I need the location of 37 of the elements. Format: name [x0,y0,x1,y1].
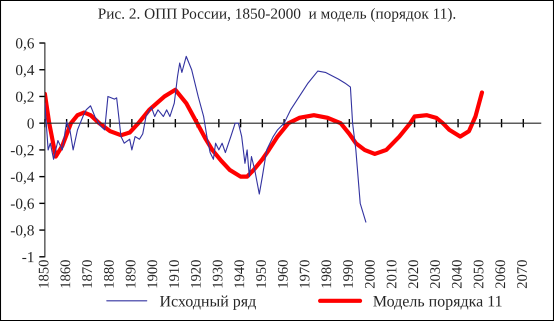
y-tick-label: 0 [27,118,34,129]
x-tick-label: 1890 [126,260,136,288]
x-tick-label: 2060 [495,260,506,288]
x-tick-label: 2040 [452,260,462,288]
x-tick-label: 1920 [190,260,201,288]
y-tick-label: -0,6 [10,198,34,212]
x-tick-label: 2010 [386,260,396,288]
legend-label: Исходный ряд [160,296,256,310]
y-tick-label: -1 [22,252,34,262]
y-tick-label: -0,4 [10,172,34,184]
x-tick-label: 2000 [364,260,375,288]
x-tick-label: 2070 [517,260,527,288]
x-tick-label: 1860 [60,260,70,288]
x-tick-label: 1970 [300,260,310,288]
x-tick-label: 1900 [147,260,158,288]
y-tick-label: 0,6 [16,38,34,51]
y-tick-label: 0,2 [16,92,34,104]
x-tick-label: 1850 [38,260,49,288]
x-tick-label: 1940 [234,260,244,288]
x-tick-label: 1960 [278,260,288,288]
x-tick-label: 1910 [169,260,180,288]
x-tick-label: 1870 [82,260,92,288]
y-tick-label: -0,2 [10,145,34,158]
x-tick-label: 2050 [474,260,484,288]
y-tick-label: 0,4 [16,64,34,78]
line-series [44,56,366,223]
legend-label: Модель порядка 11 [373,296,502,310]
x-tick-label: 2030 [430,260,440,288]
chart-title: Рис. 2. ОПП России, 1850-2000 и модель (порядок 11). [98,8,456,22]
x-tick-label: 1950 [256,260,266,288]
line-series [44,88,484,179]
y-tick-label: -0,8 [10,225,34,238]
x-tick-label: 1930 [212,260,222,288]
x-tick-label: 1990 [343,260,353,288]
x-tick-label: 1880 [104,260,114,288]
x-tick-label: 1980 [321,260,332,288]
x-tick-label: 2020 [408,260,418,288]
